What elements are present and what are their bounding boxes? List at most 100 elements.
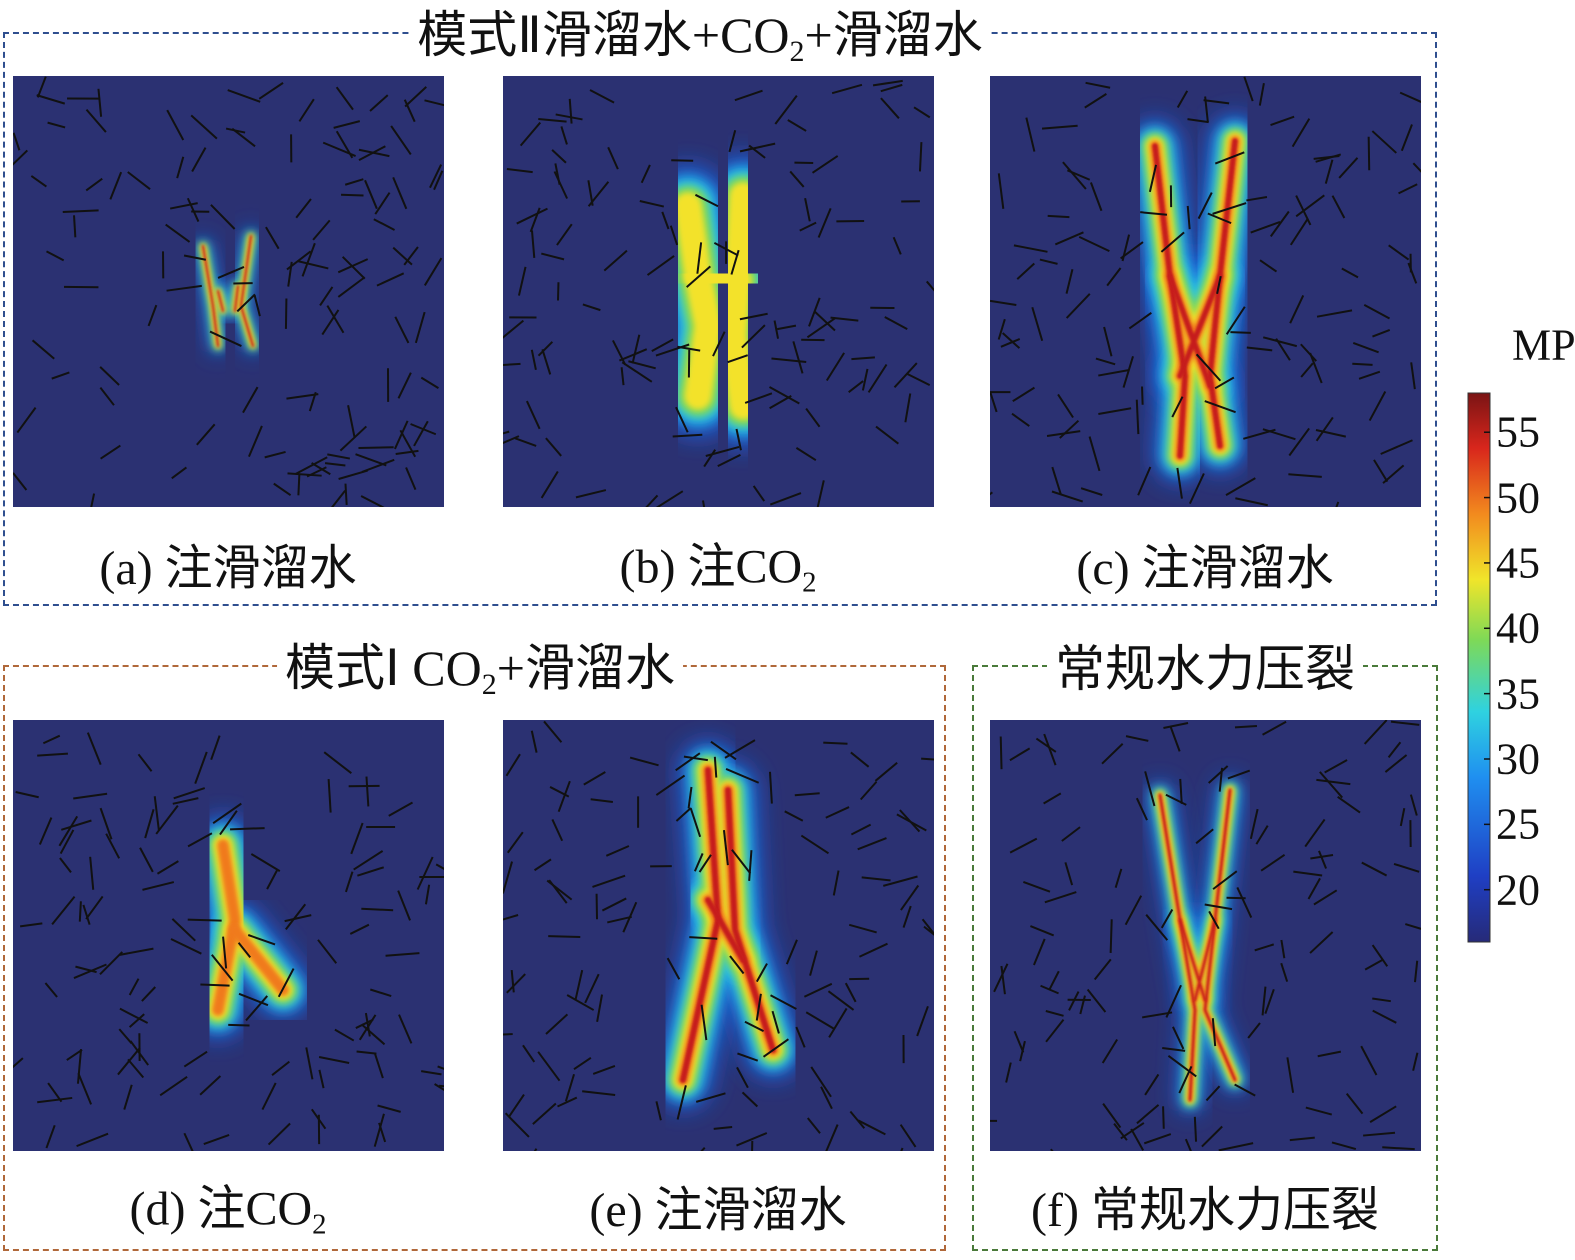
natural-fracture [247, 934, 276, 946]
natural-fracture [1310, 853, 1334, 860]
natural-fracture [1316, 778, 1351, 786]
natural-fracture [266, 870, 278, 890]
natural-fracture [849, 1110, 866, 1129]
natural-fracture [1013, 1030, 1025, 1053]
natural-fracture [62, 209, 99, 213]
natural-fracture [729, 955, 745, 975]
natural-fracture [1143, 1133, 1172, 1145]
natural-fracture [1315, 428, 1347, 438]
panel-caption: (e) 注滑溜水 [589, 1184, 847, 1237]
colorbar-unit: MPa [1512, 320, 1575, 370]
natural-fracture [1295, 194, 1325, 218]
natural-fracture [519, 121, 542, 147]
natural-fracture [397, 890, 411, 921]
natural-fracture [100, 444, 121, 460]
natural-fracture [792, 341, 804, 374]
natural-fracture [725, 768, 760, 784]
natural-fracture [700, 1004, 708, 1041]
natural-fracture [37, 752, 68, 757]
group-title: 模式Ⅰ CO2+滑溜水 [277, 628, 683, 702]
natural-fracture [1335, 501, 1340, 507]
natural-fracture [1338, 157, 1359, 179]
text-part: (b) 注CO [619, 540, 803, 594]
natural-fracture [810, 1066, 832, 1098]
natural-fracture [777, 324, 797, 331]
natural-fracture [394, 316, 410, 344]
colorbar-tick-label: 40 [1496, 603, 1540, 653]
natural-fracture [1130, 1128, 1145, 1151]
natural-fracture [199, 1075, 222, 1096]
natural-fracture [144, 809, 155, 839]
natural-fracture [165, 223, 191, 243]
natural-fracture [1286, 1057, 1295, 1093]
natural-fracture [1212, 202, 1247, 215]
natural-fracture [712, 331, 726, 357]
natural-fracture [361, 907, 394, 912]
natural-fracture [1208, 910, 1220, 930]
natural-fracture [1264, 989, 1275, 1014]
natural-fracture [171, 466, 187, 480]
natural-fracture [557, 1096, 578, 1108]
natural-fracture [183, 254, 206, 261]
natural-fracture [374, 192, 391, 215]
natural-fracture [861, 368, 869, 391]
natural-fracture [727, 354, 749, 364]
natural-fracture [1246, 196, 1268, 202]
natural-fracture [1313, 889, 1338, 906]
text-part: 模式Ⅰ CO [285, 640, 482, 696]
pressure-plume [212, 839, 241, 1016]
natural-fracture [1059, 419, 1080, 439]
natural-fracture [510, 969, 515, 993]
natural-fracture [394, 420, 409, 450]
natural-fracture [537, 341, 554, 357]
natural-fracture [1140, 211, 1168, 216]
natural-fracture [1062, 161, 1087, 190]
natural-fracture [1363, 303, 1391, 320]
natural-fracture [1045, 1010, 1064, 1017]
natural-fracture [1255, 825, 1269, 845]
natural-fracture [312, 219, 331, 241]
pressure-plume [240, 235, 254, 347]
natural-fracture [89, 856, 95, 890]
natural-fracture [661, 211, 670, 230]
natural-fracture [722, 830, 729, 866]
natural-fracture [904, 393, 912, 423]
natural-fracture [925, 280, 934, 292]
natural-fracture [1380, 439, 1413, 455]
natural-fracture [147, 304, 158, 327]
natural-fracture [1080, 487, 1103, 496]
natural-fracture [250, 853, 281, 873]
natural-fracture [728, 130, 737, 153]
natural-fracture [377, 1104, 401, 1113]
colorbar-tick-label: 50 [1496, 473, 1540, 523]
natural-fracture [1128, 312, 1152, 330]
natural-fracture [344, 483, 348, 506]
natural-fracture [127, 1058, 145, 1079]
natural-fracture [823, 741, 848, 745]
natural-fracture [323, 751, 352, 775]
natural-fracture [1363, 720, 1388, 745]
natural-fracture [543, 720, 563, 743]
natural-fracture [16, 407, 37, 434]
natural-fracture [364, 1012, 371, 1037]
natural-fracture [825, 806, 850, 819]
natural-fracture [166, 284, 202, 292]
natural-fracture [875, 425, 899, 445]
natural-fracture [317, 939, 338, 964]
natural-fracture [739, 142, 776, 153]
natural-fracture [353, 850, 384, 871]
natural-fracture [1291, 118, 1311, 148]
natural-fracture [339, 425, 368, 452]
natural-fracture [1098, 369, 1129, 377]
natural-fracture [1208, 765, 1229, 784]
natural-fracture [880, 97, 900, 119]
natural-fracture [374, 1053, 384, 1079]
natural-fracture [739, 312, 768, 321]
natural-fracture [770, 994, 797, 1010]
natural-fracture [751, 1140, 754, 1151]
natural-fracture [1086, 988, 1107, 1013]
natural-fracture [1363, 1131, 1396, 1137]
natural-fracture [85, 177, 103, 192]
natural-fracture [1398, 183, 1418, 195]
